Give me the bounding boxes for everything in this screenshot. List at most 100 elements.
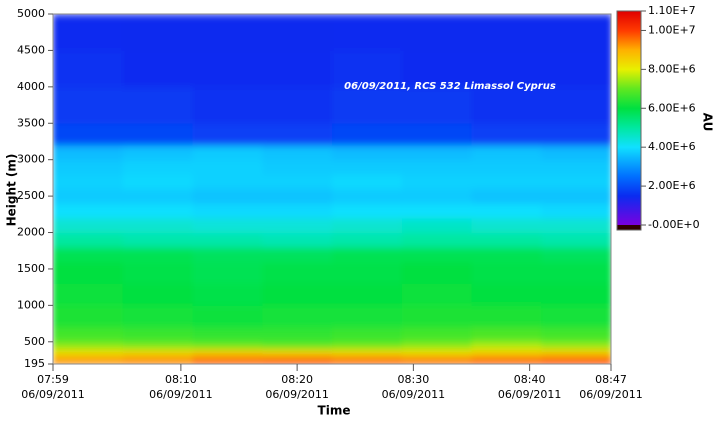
- heatmap-cell: [471, 145, 542, 161]
- heatmap-cell: [192, 327, 263, 343]
- heatmap-cell: [332, 232, 403, 248]
- heatmap-cell: [53, 123, 124, 146]
- heatmap-cell: [541, 283, 611, 306]
- heatmap-cell: [262, 305, 333, 328]
- heatmap-cell: [401, 203, 472, 219]
- colorbar-tick-label: 1.10E+7: [648, 4, 696, 17]
- heatmap-cell: [192, 203, 263, 219]
- heatmap-cell: [401, 261, 472, 285]
- heatmap-cell: [53, 203, 124, 219]
- colorbar-tick-label: 2.00E+6: [648, 179, 696, 192]
- heatmap-cell: [401, 123, 472, 146]
- x-tick-date: 06/09/2011: [21, 388, 84, 401]
- heatmap-cell: [53, 305, 124, 328]
- heatmap-cell: [122, 349, 193, 357]
- heatmap-cell: [192, 188, 263, 204]
- heatmap-cell: [122, 203, 193, 219]
- heatmap-cell: [192, 341, 263, 350]
- heatmap-cell: [122, 247, 193, 263]
- heatmap-cell: [471, 305, 542, 328]
- colorbar: [617, 11, 641, 225]
- heatmap-cell: [401, 159, 472, 175]
- y-tick-label: 500: [24, 335, 45, 348]
- heatmap-cell: [122, 174, 193, 190]
- heatmap-cell: [122, 217, 193, 234]
- heatmap-cell: [541, 86, 611, 124]
- heatmap-cell: [401, 14, 472, 51]
- x-axis-title: Time: [318, 404, 351, 418]
- heatmap-cell: [471, 203, 542, 219]
- heatmap-cell: [122, 341, 193, 350]
- heatmap-cell: [262, 123, 333, 146]
- heatmap-cell: [471, 217, 542, 234]
- heatmap-cell: [332, 123, 403, 146]
- y-tick-label: 2000: [17, 226, 45, 239]
- heatmap-cell: [401, 50, 472, 88]
- colorbar-tick-label: 8.00E+6: [648, 62, 696, 75]
- colorbar-frame: [616, 10, 642, 231]
- heatmap-cell: [53, 261, 124, 285]
- heatmap-cell: [192, 86, 263, 124]
- heatmap-cell: [332, 349, 403, 357]
- y-tick-label: 1500: [17, 262, 45, 275]
- heatmap-cell: [471, 14, 542, 51]
- colorbar-title: AU: [701, 113, 715, 132]
- y-tick-label: 195: [24, 357, 45, 370]
- heatmap-cell: [122, 188, 193, 204]
- heatmap-cell: [401, 283, 472, 306]
- y-tick-label: 1000: [17, 298, 45, 311]
- heatmap-cell: [192, 217, 263, 234]
- heatmap-cell: [471, 327, 542, 343]
- heatmap-cell: [401, 247, 472, 263]
- heatmap-cell: [192, 232, 263, 248]
- x-tick-label: 08:47: [595, 373, 627, 386]
- heatmap-cell: [122, 123, 193, 146]
- heatmap-cell: [401, 349, 472, 357]
- x-tick-label: 08:40: [514, 373, 546, 386]
- heatmap-cell: [262, 261, 333, 285]
- y-tick-label: 3500: [17, 116, 45, 129]
- heatmap-cell: [401, 232, 472, 248]
- heatmap-cell: [471, 356, 542, 364]
- heatmap-cell: [192, 349, 263, 357]
- heatmap-cell: [471, 232, 542, 248]
- heatmap-cell: [332, 86, 403, 124]
- heatmap-cell: [53, 217, 124, 234]
- heatmap-cell: [53, 188, 124, 204]
- heatmap-cell: [262, 145, 333, 161]
- heatmap-cell: [401, 217, 472, 234]
- heatmap-cell: [401, 305, 472, 328]
- heatmap-cell: [332, 188, 403, 204]
- heatmap-cell: [332, 50, 403, 88]
- heatmap-cell: [262, 14, 333, 51]
- heatmap-cell: [541, 159, 611, 175]
- heatmap-cell: [53, 247, 124, 263]
- heatmap-cell: [332, 356, 403, 364]
- heatmap-cell: [262, 247, 333, 263]
- heatmap-cell: [192, 283, 263, 306]
- heatmap-cell: [53, 159, 124, 175]
- heatmap-cell: [192, 14, 263, 51]
- heatmap-cell: [332, 283, 403, 306]
- heatmap: [53, 14, 611, 364]
- y-tick-label: 4000: [17, 80, 45, 93]
- heatmap-cell: [122, 305, 193, 328]
- heatmap-cells: [53, 14, 611, 364]
- heatmap-cell: [262, 50, 333, 88]
- heatmap-cell: [332, 247, 403, 263]
- heatmap-cell: [192, 145, 263, 161]
- colorbar-tick-label: 6.00E+6: [648, 101, 696, 114]
- x-tick-date: 06/09/2011: [579, 388, 642, 401]
- heatmap-cell: [262, 232, 333, 248]
- heatmap-cell: [192, 50, 263, 88]
- heatmap-cell: [262, 217, 333, 234]
- heatmap-cell: [122, 356, 193, 364]
- heatmap-cell: [53, 283, 124, 306]
- heatmap-cell: [471, 341, 542, 350]
- x-tick-date: 06/09/2011: [149, 388, 212, 401]
- heatmap-cell: [332, 174, 403, 190]
- heatmap-cell: [53, 232, 124, 248]
- heatmap-cell: [262, 159, 333, 175]
- heatmap-cell: [471, 188, 542, 204]
